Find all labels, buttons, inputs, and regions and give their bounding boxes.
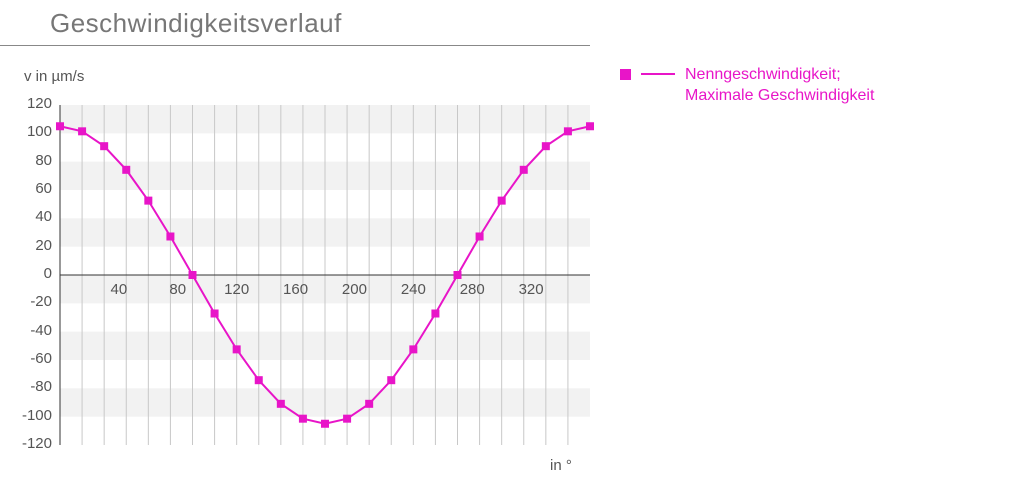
y-axis-label: v in µm/s bbox=[24, 68, 84, 85]
x-tick-label: 200 bbox=[334, 281, 374, 298]
x-tick-label: 160 bbox=[276, 281, 316, 298]
x-tick-label: 280 bbox=[452, 281, 492, 298]
chart-title: Geschwindigkeitsverlauf bbox=[50, 8, 342, 39]
y-tick-label: -100 bbox=[12, 407, 52, 424]
y-tick-label: -80 bbox=[12, 378, 52, 395]
y-tick-label: -120 bbox=[12, 435, 52, 452]
y-tick-label: 40 bbox=[12, 208, 52, 225]
x-tick-label: 120 bbox=[217, 281, 257, 298]
legend: Nenngeschwindigkeit; Maximale Geschwindi… bbox=[620, 65, 874, 107]
y-tick-label: 80 bbox=[12, 152, 52, 169]
y-tick-label: 20 bbox=[12, 237, 52, 254]
x-tick-label: 40 bbox=[99, 281, 139, 298]
plot-area bbox=[60, 105, 590, 445]
y-tick-label: 100 bbox=[12, 123, 52, 140]
legend-marker-icon bbox=[620, 69, 631, 80]
y-tick-label: -60 bbox=[12, 350, 52, 367]
chart-container: Geschwindigkeitsverlauf v in µm/s in ° N… bbox=[0, 0, 1015, 500]
x-axis-label: in ° bbox=[550, 457, 572, 474]
y-tick-label: -20 bbox=[12, 293, 52, 310]
title-underline bbox=[0, 45, 590, 46]
y-tick-label: 0 bbox=[12, 265, 52, 282]
legend-label-line2: Maximale Geschwindigkeit bbox=[685, 87, 874, 104]
legend-line-icon bbox=[641, 73, 675, 75]
x-tick-label: 240 bbox=[393, 281, 433, 298]
legend-text: Nenngeschwindigkeit; Maximale Geschwindi… bbox=[685, 65, 874, 107]
y-tick-label: -40 bbox=[12, 322, 52, 339]
legend-label-line1: Nenngeschwindigkeit; bbox=[685, 66, 841, 83]
y-tick-label: 120 bbox=[12, 95, 52, 112]
plot-svg bbox=[60, 105, 590, 445]
x-tick-label: 320 bbox=[511, 281, 551, 298]
x-tick-label: 80 bbox=[158, 281, 198, 298]
y-tick-label: 60 bbox=[12, 180, 52, 197]
